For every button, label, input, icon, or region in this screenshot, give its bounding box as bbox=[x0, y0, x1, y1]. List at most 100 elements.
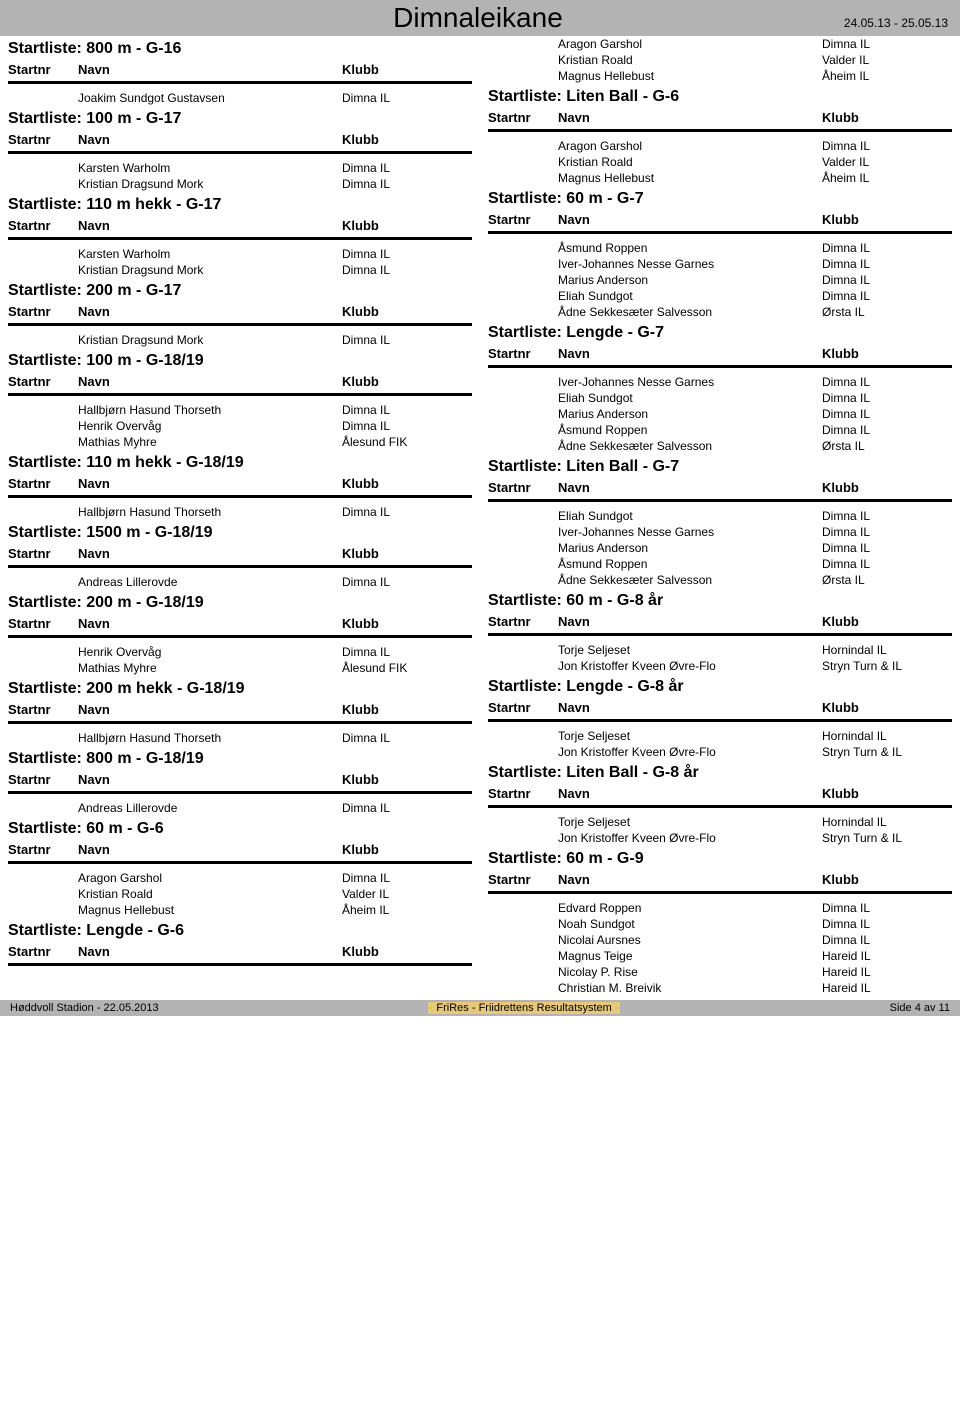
entry-klubb: Hornindal IL bbox=[822, 815, 952, 829]
header-navn: Navn bbox=[68, 546, 342, 561]
table-row: Noah SundgotDimna IL bbox=[488, 916, 952, 932]
entry-startnr bbox=[8, 661, 68, 675]
footer-center: FriRes - Friidrettens Resultatsystem bbox=[428, 1002, 619, 1014]
section-title: Startliste: 60 m - G-9 bbox=[488, 850, 952, 868]
table-row: Nicolai AursnesDimna IL bbox=[488, 932, 952, 948]
header-navn: Navn bbox=[68, 62, 342, 77]
table-row: Ådne Sekkesæter SalvessonØrsta IL bbox=[488, 438, 952, 454]
header-navn: Navn bbox=[548, 700, 822, 715]
section-title: Startliste: Liten Ball - G-6 bbox=[488, 88, 952, 106]
entry-startnr bbox=[488, 901, 548, 915]
entry-navn: Magnus Hellebust bbox=[548, 69, 822, 83]
entry-navn: Ådne Sekkesæter Salvesson bbox=[548, 305, 822, 319]
entry-klubb: Stryn Turn & IL bbox=[822, 745, 952, 759]
table-row: Åsmund RoppenDimna IL bbox=[488, 240, 952, 256]
table-row: Karsten WarholmDimna IL bbox=[8, 160, 472, 176]
table-row: Andreas LillerovdeDimna IL bbox=[8, 574, 472, 590]
entry-klubb: Dimna IL bbox=[342, 263, 472, 277]
entry-klubb: Dimna IL bbox=[822, 525, 952, 539]
entry-startnr bbox=[8, 871, 68, 885]
divider bbox=[8, 963, 472, 966]
entry-klubb: Ålesund FIK bbox=[342, 661, 472, 675]
entry-navn: Mathias Myhre bbox=[68, 435, 342, 449]
entry-klubb: Dimna IL bbox=[342, 419, 472, 433]
table-row: Eliah SundgotDimna IL bbox=[488, 508, 952, 524]
entry-klubb: Dimna IL bbox=[342, 403, 472, 417]
table-row: Henrik OvervågDimna IL bbox=[8, 418, 472, 434]
header-navn: Navn bbox=[68, 842, 342, 857]
table-header: StartnrNavnKlubb bbox=[488, 210, 952, 229]
header-navn: Navn bbox=[68, 944, 342, 959]
section-title: Startliste: 200 m hekk - G-18/19 bbox=[8, 680, 472, 698]
entry-navn: Henrik Overvåg bbox=[68, 419, 342, 433]
header-klubb: Klubb bbox=[342, 132, 472, 147]
entry-startnr bbox=[488, 659, 548, 673]
footer-right: Side 4 av 11 bbox=[890, 1002, 950, 1014]
table-row: Henrik OvervågDimna IL bbox=[8, 644, 472, 660]
header-startnr: Startnr bbox=[8, 476, 68, 491]
section-title: Startliste: 100 m - G-17 bbox=[8, 110, 472, 128]
table-header: StartnrNavnKlubb bbox=[488, 870, 952, 889]
section-title: Startliste: 200 m - G-17 bbox=[8, 282, 472, 300]
entry-navn: Ådne Sekkesæter Salvesson bbox=[548, 439, 822, 453]
entry-klubb: Dimna IL bbox=[822, 37, 952, 51]
entry-startnr bbox=[488, 541, 548, 555]
entry-startnr bbox=[488, 933, 548, 947]
header-startnr: Startnr bbox=[488, 700, 548, 715]
right-column: Aragon GarsholDimna ILKristian RoaldVald… bbox=[480, 36, 960, 996]
entry-navn: Kristian Dragsund Mork bbox=[68, 177, 342, 191]
entry-klubb: Dimna IL bbox=[822, 289, 952, 303]
entry-navn: Jon Kristoffer Kveen Øvre-Flo bbox=[548, 659, 822, 673]
header-startnr: Startnr bbox=[488, 110, 548, 125]
header-navn: Navn bbox=[68, 304, 342, 319]
entry-navn: Torje Seljeset bbox=[548, 729, 822, 743]
entry-startnr bbox=[488, 423, 548, 437]
entry-navn: Torje Seljeset bbox=[548, 815, 822, 829]
table-header: StartnrNavnKlubb bbox=[8, 544, 472, 563]
header-klubb: Klubb bbox=[342, 546, 472, 561]
table-row: Edvard RoppenDimna IL bbox=[488, 900, 952, 916]
table-row: Kristian RoaldValder IL bbox=[8, 886, 472, 902]
table-row: Jon Kristoffer Kveen Øvre-FloStryn Turn … bbox=[488, 658, 952, 674]
entry-klubb: Hareid IL bbox=[822, 981, 952, 995]
entry-navn: Torje Seljeset bbox=[548, 643, 822, 657]
entry-klubb: Dimna IL bbox=[822, 509, 952, 523]
entry-klubb: Dimna IL bbox=[822, 257, 952, 271]
divider bbox=[488, 365, 952, 368]
header-navn: Navn bbox=[68, 218, 342, 233]
section-title: Startliste: 110 m hekk - G-18/19 bbox=[8, 454, 472, 472]
entry-klubb: Dimna IL bbox=[342, 645, 472, 659]
entry-navn: Iver-Johannes Nesse Garnes bbox=[548, 525, 822, 539]
header-startnr: Startnr bbox=[488, 346, 548, 361]
table-row: Hallbjørn Hasund ThorsethDimna IL bbox=[8, 730, 472, 746]
header-startnr: Startnr bbox=[8, 546, 68, 561]
table-header: StartnrNavnKlubb bbox=[8, 700, 472, 719]
entry-startnr bbox=[8, 645, 68, 659]
main-title: Dimnaleikane bbox=[112, 2, 844, 34]
header-startnr: Startnr bbox=[8, 374, 68, 389]
entry-startnr bbox=[488, 375, 548, 389]
entry-startnr bbox=[488, 815, 548, 829]
table-header: StartnrNavnKlubb bbox=[8, 474, 472, 493]
date-range: 24.05.13 - 25.05.13 bbox=[844, 16, 948, 34]
entry-navn: Åsmund Roppen bbox=[548, 557, 822, 571]
header-startnr: Startnr bbox=[488, 614, 548, 629]
entry-startnr bbox=[488, 273, 548, 287]
entry-startnr bbox=[488, 139, 548, 153]
entry-navn: Aragon Garshol bbox=[68, 871, 342, 885]
table-row: Åsmund RoppenDimna IL bbox=[488, 556, 952, 572]
entry-navn: Nicolay P. Rise bbox=[548, 965, 822, 979]
entry-navn: Eliah Sundgot bbox=[548, 509, 822, 523]
divider bbox=[8, 791, 472, 794]
entry-startnr bbox=[488, 407, 548, 421]
entry-startnr bbox=[488, 981, 548, 995]
entry-startnr bbox=[488, 289, 548, 303]
table-row: Magnus TeigeHareid IL bbox=[488, 948, 952, 964]
header-navn: Navn bbox=[548, 212, 822, 227]
table-row: Kristian Dragsund MorkDimna IL bbox=[8, 176, 472, 192]
divider bbox=[488, 891, 952, 894]
header-navn: Navn bbox=[548, 346, 822, 361]
header-klubb: Klubb bbox=[822, 614, 952, 629]
header-klubb: Klubb bbox=[342, 476, 472, 491]
entry-klubb: Dimna IL bbox=[822, 423, 952, 437]
